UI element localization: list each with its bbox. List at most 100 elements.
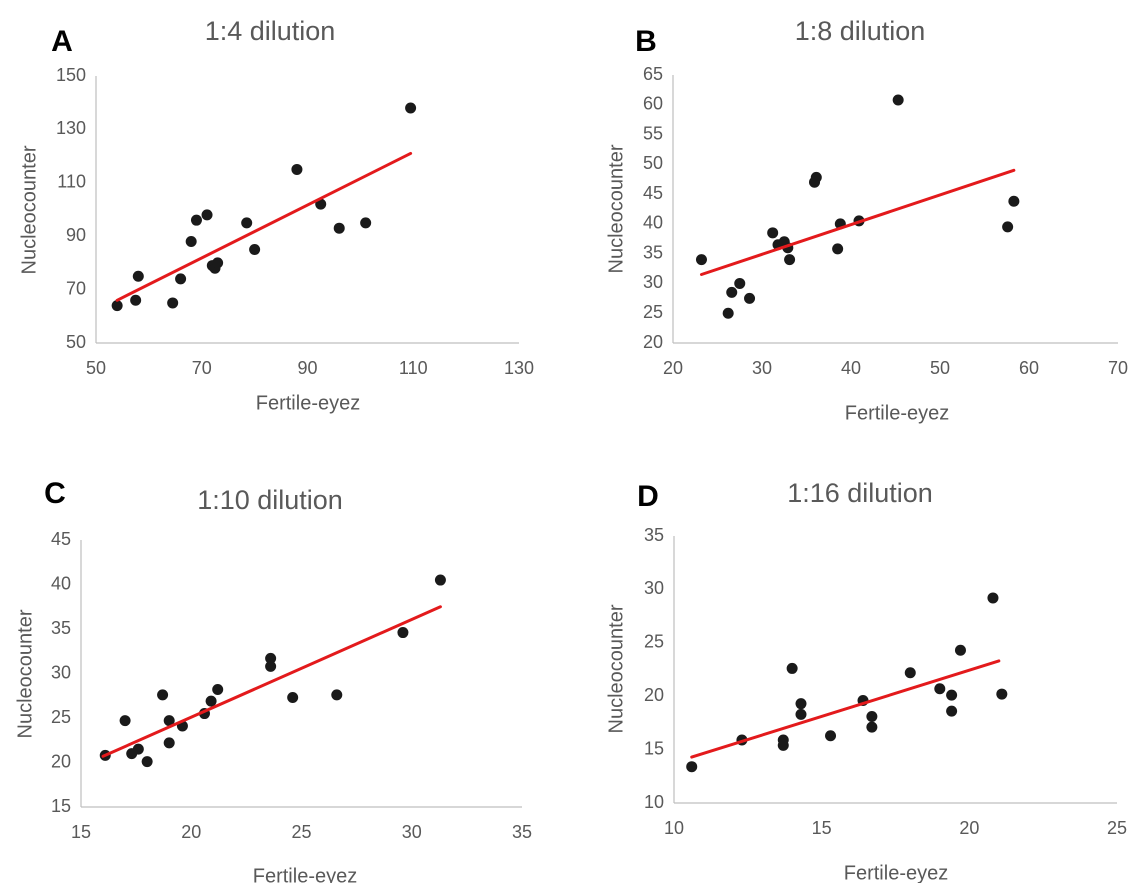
chart-title: 1:8 dilution	[795, 16, 926, 46]
panel-b: B 1:8 dilution 20 25 30 35 40 45 50 55 60 65 20 30 40 5…	[605, 16, 1128, 424]
y-tick-label: 15	[644, 738, 664, 758]
data-point	[1002, 221, 1014, 233]
data-point	[190, 214, 202, 226]
x-tick-label: 20	[181, 822, 201, 842]
x-tick-label: 130	[504, 358, 534, 378]
y-tick-label: 45	[643, 183, 663, 203]
x-tick-label: 25	[1107, 818, 1127, 838]
data-point	[132, 743, 144, 755]
trendline	[699, 168, 1016, 277]
y-tick-label: 30	[644, 578, 664, 598]
data-point	[904, 667, 916, 679]
y-tick-label: 20	[51, 751, 71, 771]
data-point	[810, 171, 822, 183]
data-point	[265, 652, 277, 664]
data-point	[1008, 195, 1020, 207]
y-tick-label: 30	[51, 662, 71, 682]
chart-title: 1:4 dilution	[205, 16, 336, 46]
data-point	[265, 660, 277, 672]
data-point	[111, 300, 123, 312]
y-tick-label: 40	[643, 213, 663, 233]
y-tick-label: 50	[643, 153, 663, 173]
data-point	[333, 222, 345, 234]
data-point	[866, 710, 878, 722]
y-tick-label: 110	[57, 172, 86, 192]
data-point	[291, 163, 303, 175]
data-point	[167, 297, 179, 309]
x-tick-label: 60	[1019, 358, 1039, 378]
data-point	[934, 683, 946, 695]
data-point	[996, 688, 1008, 700]
data-point	[784, 254, 796, 266]
data-point	[163, 715, 175, 727]
y-tick-label: 10	[644, 792, 664, 812]
y-tick-label: 35	[644, 525, 664, 545]
x-tick-label: 30	[752, 358, 772, 378]
y-tick-label: 15	[51, 796, 71, 816]
x-tick-label: 50	[86, 358, 106, 378]
x-tick-label: 20	[663, 358, 683, 378]
x-axis-title: Fertile-eyez	[844, 862, 948, 883]
x-axis-title: Fertile-eyez	[845, 402, 949, 424]
x-tick-label: 110	[399, 358, 428, 378]
data-point	[241, 217, 253, 229]
x-tick-label: 70	[192, 358, 212, 378]
data-point	[157, 689, 169, 701]
data-point	[744, 292, 756, 304]
y-tick-label: 65	[643, 64, 663, 84]
data-point	[212, 257, 224, 269]
data-point	[434, 574, 446, 586]
y-axis-title: Nucleocounter	[18, 145, 40, 274]
panel-letter: C	[44, 477, 66, 510]
x-tick-label: 50	[930, 358, 950, 378]
chart-title: 1:10 dilution	[197, 485, 343, 515]
x-tick-label: 25	[291, 822, 311, 842]
panel-c: C 1:10 dilution 15 20 25 30 35 40 45 15 20 25 30 35 Fe…	[14, 477, 532, 883]
x-tick-label: 15	[71, 822, 91, 842]
x-tick-label: 15	[812, 818, 832, 838]
y-tick-label: 35	[643, 242, 663, 262]
y-tick-label: 70	[66, 278, 86, 298]
y-tick-label: 130	[56, 118, 86, 138]
x-tick-label: 70	[1108, 358, 1128, 378]
data-point	[185, 236, 197, 248]
data-point	[946, 705, 958, 717]
data-point	[866, 721, 878, 733]
data-point	[331, 689, 343, 701]
y-tick-label: 150	[56, 65, 86, 85]
panel-d: D 1:16 dilution 10 15 20 25 30 35 10 15 20 25 Fertil…	[605, 478, 1127, 883]
y-tick-label: 25	[51, 707, 71, 727]
panel-letter: D	[637, 480, 659, 513]
data-point	[795, 708, 807, 720]
data-point	[397, 627, 409, 639]
trendline	[115, 151, 413, 302]
data-point	[212, 684, 224, 696]
y-tick-label: 20	[643, 332, 663, 352]
y-tick-label: 50	[66, 332, 86, 352]
x-tick-label: 30	[402, 822, 422, 842]
data-point	[201, 209, 213, 221]
x-tick-label: 90	[297, 358, 317, 378]
data-point	[767, 227, 779, 239]
data-point	[287, 692, 299, 704]
x-tick-label: 35	[512, 822, 532, 842]
data-point	[205, 695, 217, 707]
y-tick-label: 60	[643, 94, 663, 114]
data-point	[987, 592, 999, 604]
data-point	[722, 307, 734, 319]
panel-letter: B	[635, 25, 657, 58]
y-tick-label: 25	[643, 302, 663, 322]
y-tick-label: 20	[644, 685, 664, 705]
data-point	[163, 737, 175, 749]
y-tick-label: 55	[643, 123, 663, 143]
data-point	[119, 715, 131, 727]
data-point	[825, 730, 837, 742]
data-point	[832, 243, 844, 255]
trendline	[101, 605, 442, 758]
data-point	[132, 270, 144, 282]
data-point	[249, 244, 261, 256]
chart-title: 1:16 dilution	[787, 478, 933, 508]
x-tick-label: 20	[959, 818, 979, 838]
x-tick-label: 10	[664, 818, 684, 838]
